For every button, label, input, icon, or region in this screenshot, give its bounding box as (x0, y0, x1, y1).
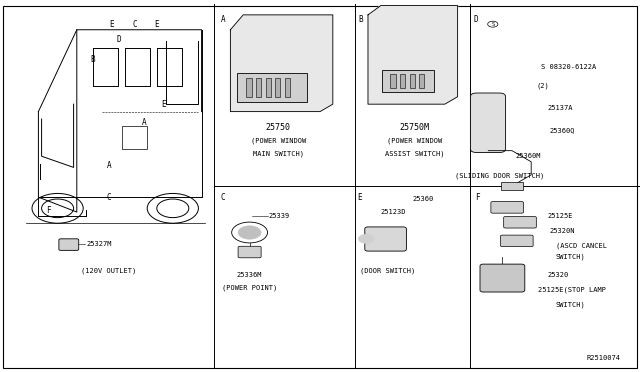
Text: C: C (132, 20, 137, 29)
Text: ASSIST SWITCH): ASSIST SWITCH) (385, 151, 444, 157)
Text: (120V OUTLET): (120V OUTLET) (81, 268, 136, 274)
Text: B: B (358, 15, 363, 24)
Bar (285, 78, 290, 97)
Text: C: C (221, 193, 225, 202)
Text: E: E (161, 100, 166, 109)
FancyBboxPatch shape (491, 202, 524, 213)
Bar (275, 78, 280, 97)
Text: D: D (116, 35, 121, 44)
Bar (246, 78, 252, 97)
FancyBboxPatch shape (237, 73, 307, 102)
Text: D: D (474, 15, 478, 24)
Bar (390, 74, 396, 88)
FancyBboxPatch shape (238, 246, 261, 258)
Circle shape (238, 226, 261, 239)
Text: A: A (221, 15, 225, 24)
Text: 25137A: 25137A (547, 105, 573, 111)
FancyBboxPatch shape (382, 70, 434, 92)
FancyBboxPatch shape (365, 227, 406, 251)
Text: (2): (2) (536, 82, 549, 89)
FancyBboxPatch shape (501, 182, 523, 190)
Text: MAIN SWITCH): MAIN SWITCH) (253, 151, 304, 157)
Text: 25360Q: 25360Q (549, 127, 575, 133)
Text: R2510074: R2510074 (587, 355, 621, 361)
Text: (POWER WINDOW: (POWER WINDOW (387, 138, 442, 144)
Text: B: B (90, 55, 95, 64)
Text: SWITCH): SWITCH) (556, 302, 585, 308)
Text: 25360M: 25360M (515, 153, 541, 159)
Text: 25750: 25750 (266, 123, 291, 132)
Bar (122, 126, 147, 149)
FancyBboxPatch shape (470, 93, 506, 153)
Text: 25125E(STOP LAMP: 25125E(STOP LAMP (538, 287, 605, 294)
Text: S: S (492, 22, 494, 27)
Text: (DOOR SWITCH): (DOOR SWITCH) (360, 268, 415, 274)
Text: 25320N: 25320N (549, 228, 575, 234)
Text: A: A (106, 161, 111, 170)
Text: F: F (475, 193, 479, 202)
FancyBboxPatch shape (480, 264, 525, 292)
Text: A: A (141, 118, 147, 127)
Text: 25327M: 25327M (86, 241, 112, 247)
Circle shape (358, 234, 374, 243)
FancyBboxPatch shape (504, 217, 536, 228)
Text: S 08320-6122A: S 08320-6122A (541, 64, 596, 70)
Text: 25123D: 25123D (381, 209, 406, 215)
Bar (400, 74, 405, 88)
Text: SWITCH): SWITCH) (556, 253, 585, 260)
Text: (POWER WINDOW: (POWER WINDOW (251, 138, 306, 144)
Text: 25125E: 25125E (547, 213, 573, 219)
Text: 25336M: 25336M (237, 272, 262, 278)
Text: F: F (45, 206, 51, 215)
Bar (266, 78, 271, 97)
Text: 25339: 25339 (269, 213, 290, 219)
FancyBboxPatch shape (500, 235, 533, 247)
Bar (419, 74, 424, 88)
Text: E: E (357, 193, 362, 202)
Bar (410, 74, 415, 88)
Text: (POWER POINT): (POWER POINT) (222, 285, 277, 291)
Text: 25360: 25360 (413, 196, 434, 202)
Text: C: C (106, 193, 111, 202)
Polygon shape (230, 15, 333, 112)
FancyBboxPatch shape (3, 6, 637, 368)
Bar (256, 78, 261, 97)
Text: (SLIDING DOOR SWITCH): (SLIDING DOOR SWITCH) (454, 173, 544, 179)
Text: E: E (154, 20, 159, 29)
FancyBboxPatch shape (59, 239, 79, 250)
Text: 25750M: 25750M (400, 123, 429, 132)
Text: 25320: 25320 (547, 272, 568, 278)
Text: E: E (109, 20, 115, 29)
Polygon shape (368, 6, 458, 104)
Text: (ASCD CANCEL: (ASCD CANCEL (556, 242, 607, 249)
